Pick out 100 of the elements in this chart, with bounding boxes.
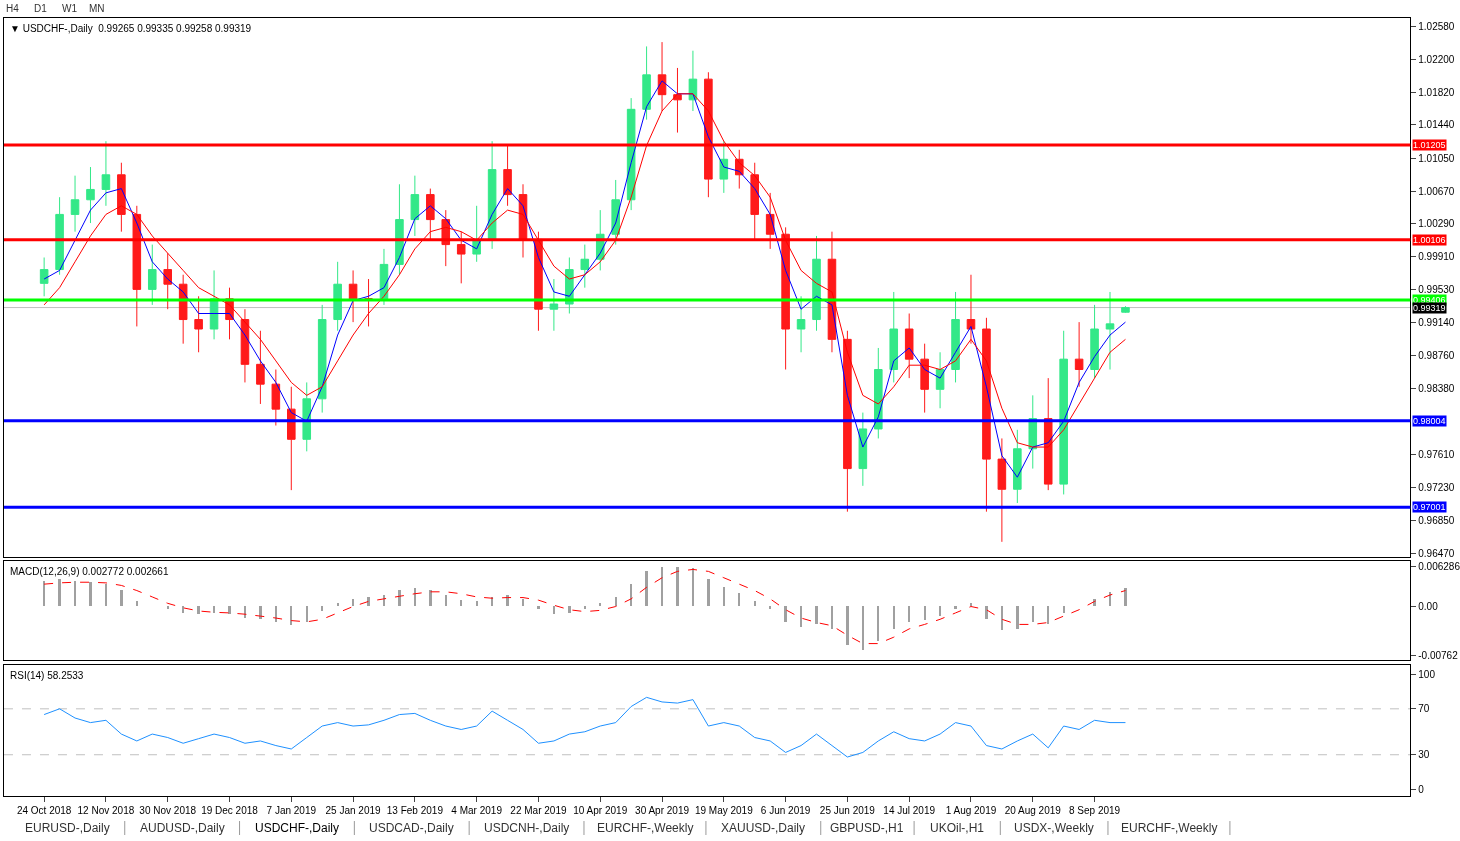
y-tick-label: 0.99140	[1418, 317, 1455, 329]
candlestick	[920, 343, 929, 414]
bar	[104, 584, 107, 607]
y-tick-label: 0.99910	[1418, 251, 1455, 263]
bar	[799, 606, 802, 628]
candlestick	[719, 140, 729, 194]
x-tick-label: 19 May 2019	[694, 805, 754, 817]
x-tick-label: 20 Aug 2019	[1004, 805, 1062, 817]
candlestick	[704, 71, 713, 198]
ref-line-label: 0.97001	[1413, 502, 1446, 512]
candlestick	[982, 317, 991, 513]
text: USDCHF-,Daily	[255, 821, 339, 835]
x-tick-label: 13 Feb 2019	[386, 805, 444, 817]
bar	[1015, 606, 1019, 630]
candlestick	[240, 308, 250, 383]
bar	[567, 606, 571, 614]
bar	[305, 606, 308, 623]
y-tick-label: 0.99530	[1418, 283, 1455, 295]
y-tick-label: 1.00290	[1418, 218, 1455, 230]
candlestick	[889, 291, 899, 383]
ref-line-label: 1.00106	[1413, 235, 1446, 245]
text: UKOil-,H1	[930, 821, 985, 835]
y-tick-label: 0.98760	[1418, 350, 1455, 362]
y-tick-label: 1.00670	[1418, 185, 1455, 197]
candlestick	[70, 175, 80, 233]
bar	[907, 606, 910, 623]
bar	[1000, 606, 1003, 631]
bar	[1031, 606, 1034, 623]
y-tick-label: 100	[1418, 668, 1436, 680]
candlestick	[287, 386, 296, 491]
y-tick-label: -0.00762	[1418, 649, 1459, 661]
candlestick	[688, 50, 698, 112]
bar	[675, 567, 679, 607]
candlestick	[1105, 291, 1115, 371]
x-tick-label: 8 Sep 2019	[1068, 805, 1121, 817]
bar	[861, 606, 864, 651]
bar	[428, 590, 432, 607]
bar	[73, 581, 76, 607]
bar	[783, 606, 787, 623]
bar	[181, 606, 184, 614]
bar	[119, 590, 123, 607]
ref-line-label: 1.01205	[1413, 140, 1446, 150]
text: GBPUSD-,H1	[830, 821, 904, 835]
bar	[644, 571, 648, 607]
candlestick	[657, 41, 667, 112]
ref-line-label: 0.99319	[1413, 303, 1446, 313]
bar	[320, 606, 323, 612]
text: AUDUSD-,Daily	[140, 821, 225, 835]
bar	[1046, 606, 1049, 625]
bar	[892, 606, 895, 630]
candlestick	[86, 166, 95, 224]
bar	[521, 599, 524, 607]
candlestick	[750, 162, 759, 241]
bar	[552, 606, 555, 615]
bar	[196, 606, 200, 615]
bar	[336, 603, 339, 607]
candlestick	[951, 291, 960, 383]
text: USDX-,Weekly	[1014, 821, 1094, 835]
bar	[397, 590, 401, 607]
bar	[984, 606, 988, 620]
text: ▼ USDCHF-,Daily 0.99265 0.99335 0.99258 0.99319	[10, 23, 252, 34]
bar	[459, 600, 462, 607]
x-tick-label: 10 Apr 2019	[573, 805, 628, 817]
bar	[845, 606, 849, 646]
candlestick	[796, 295, 806, 353]
candlestick	[317, 304, 327, 414]
x-tick-label: 24 Oct 2018	[16, 805, 72, 817]
y-tick-label: 70	[1418, 703, 1430, 715]
bar	[691, 568, 694, 607]
x-tick-label: 4 Mar 2019	[451, 805, 503, 817]
y-tick-label: 1.01050	[1418, 152, 1455, 164]
candlestick	[302, 381, 312, 452]
candlestick	[503, 145, 512, 207]
text: EURCHF-,Weekly	[597, 821, 694, 835]
text: RSI(14) 58.2533	[10, 670, 84, 681]
ref-line-label: 0.98004	[1413, 416, 1446, 426]
candlestick	[904, 313, 914, 379]
x-tick-label: 14 Jul 2019	[883, 805, 936, 817]
candlestick	[1013, 429, 1022, 504]
y-tick-label: 1.02200	[1418, 53, 1455, 65]
candlestick	[858, 412, 868, 487]
candlestick	[1090, 304, 1099, 379]
candlestick	[1121, 305, 1130, 314]
candlestick	[348, 269, 358, 323]
candlestick	[163, 252, 172, 310]
candlestick	[673, 67, 682, 134]
y-tick-label: 0	[1418, 783, 1425, 795]
bar	[57, 579, 61, 607]
text: XAUUSD-,Daily	[721, 821, 806, 835]
candlestick	[1059, 330, 1068, 495]
y-tick-label: 0.00	[1418, 601, 1439, 613]
text: USDCNH-,Daily	[484, 821, 570, 835]
bar	[938, 606, 941, 617]
x-tick-label: 25 Jan 2019	[325, 805, 382, 817]
text: USDCAD-,Daily	[369, 821, 454, 835]
y-tick-label: 1.01440	[1418, 119, 1455, 131]
y-tick-label: 1.02580	[1418, 21, 1455, 33]
candlestick	[935, 351, 945, 409]
text: EURUSD-,Daily	[25, 821, 110, 835]
text: EURCHF-,Weekly	[1121, 821, 1218, 835]
